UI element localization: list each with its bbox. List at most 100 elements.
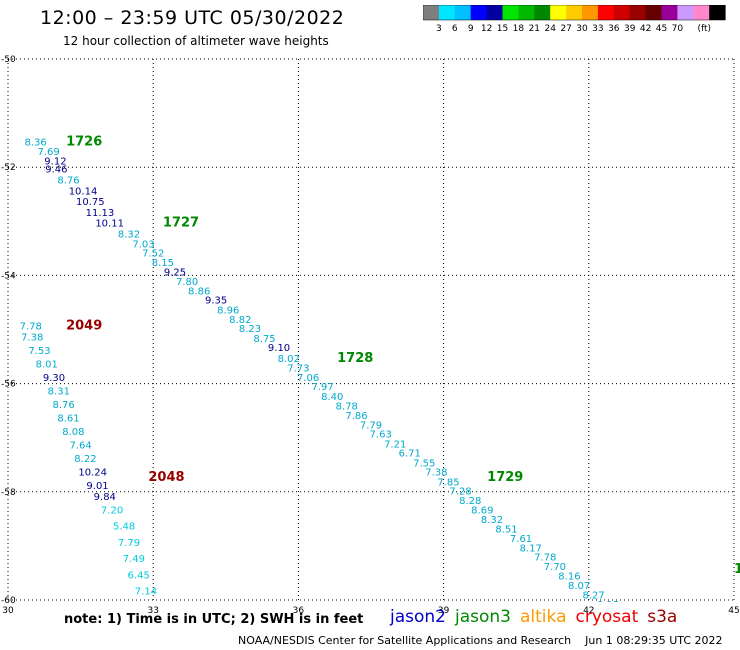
wave-height-point: 8.69 (471, 505, 493, 516)
data-layer: 8.367.699.129.468.7610.1410.7511.1310.11… (20, 135, 740, 646)
color-swatch (582, 5, 599, 20)
color-swatch (470, 5, 488, 20)
wave-height-point: 7.14 (135, 587, 157, 598)
wave-height-point: 9.30 (43, 373, 65, 384)
wave-height-point: 7.61 (510, 534, 532, 545)
legend-cryosat: cryosat (575, 607, 639, 627)
color-scale-label: 39 (624, 24, 636, 34)
wave-height-point: 7.38 (21, 332, 43, 343)
x-tick-label: 33 (147, 606, 158, 616)
pass-number-label: 2049 (66, 319, 102, 334)
x-tick-label: 30 (2, 606, 14, 616)
wave-height-point: 7.55 (413, 458, 435, 469)
color-scale-legend: 3 6 9 12 15 18 21 24 27 30 33 36 39 42 45 70 (ft) (423, 5, 726, 34)
color-swatch (550, 5, 567, 20)
wave-height-point: 8.08 (62, 427, 84, 438)
wave-height-point: 7.78 (20, 322, 42, 333)
wave-height-point: 7.06 (297, 373, 319, 384)
color-swatch (645, 5, 662, 20)
pass-number-label: 2048 (148, 470, 184, 485)
wave-height-point: 8.76 (57, 175, 79, 186)
wave-height-point: 8.31 (48, 386, 70, 397)
wave-height-point: 8.16 (558, 571, 580, 582)
y-tick-label: -52 (1, 163, 16, 173)
wave-height-point: 9.25 (164, 267, 186, 278)
wave-height-point: 7.78 (534, 553, 556, 564)
color-swatch (677, 5, 694, 20)
color-scale-label: 21 (529, 24, 540, 34)
color-scale-label: 42 (640, 24, 651, 34)
color-scale-label: 36 (608, 24, 620, 34)
color-swatch (709, 5, 726, 20)
wave-height-point: 8.32 (118, 230, 140, 241)
wave-height-point: 7.73 (287, 364, 309, 375)
wave-height-point: 10.11 (95, 219, 124, 230)
wave-height-point: 8.28 (459, 496, 481, 507)
wave-height-point: 7.28 (449, 487, 471, 498)
wave-height-point: 7.21 (384, 439, 406, 450)
credit-text: NOAA/NESDIS Center for Satellite Applica… (238, 634, 572, 647)
wave-height-point: 8.76 (53, 400, 75, 411)
credit-line: NOAA/NESDIS Center for Satellite Applica… (238, 634, 723, 647)
color-bar-border (423, 5, 726, 21)
wave-height-point: 7.63 (370, 430, 392, 441)
color-scale-label: 33 (592, 24, 603, 34)
wave-height-point: 9.10 (268, 343, 290, 354)
x-tick-label: 45 (728, 606, 739, 616)
wave-height-point: 8.07 (568, 581, 590, 592)
y-tick-label: -58 (1, 488, 16, 498)
wave-height-point: 8.40 (321, 392, 343, 403)
wave-height-point: 7.80 (176, 277, 198, 288)
color-scale-label: 12 (481, 24, 492, 34)
wave-height-point: 7.49 (123, 554, 145, 565)
wave-height-point: 7.64 (69, 441, 91, 452)
wave-height-point: 8.17 (520, 543, 542, 554)
color-scale-label: 30 (576, 24, 588, 34)
wave-height-point: 8.86 (188, 286, 210, 297)
color-scale-label: 3 (436, 24, 442, 34)
wave-height-point: 7.97 (311, 382, 333, 393)
wave-height-point: 7.79 (118, 538, 140, 549)
wave-height-point: 8.15 (597, 600, 619, 611)
color-swatch (613, 5, 631, 20)
wave-height-point: 8.22 (74, 454, 96, 465)
wave-height-point: 8.01 (36, 359, 58, 370)
wave-height-point: 6.45 (128, 570, 150, 581)
wave-height-point: 5.48 (113, 522, 135, 533)
wave-height-point: 8.61 (57, 413, 79, 424)
color-swatch (566, 5, 583, 20)
pass-number-label: 17 (734, 562, 740, 577)
color-scale-unit: (ft) (698, 24, 712, 34)
wave-height-point: 8.96 (217, 305, 239, 316)
color-swatch (693, 5, 710, 20)
wave-height-point: 7.96 (157, 635, 179, 646)
x-tick-label: 42 (583, 606, 594, 616)
color-scale-label: 45 (656, 24, 667, 34)
legend-jason2: jason2 (390, 607, 446, 627)
color-swatch (438, 5, 456, 20)
wave-height-point: 8.27 (583, 590, 605, 601)
wave-height-point: 8.51 (495, 524, 517, 535)
wave-height-point: 7.38 (425, 468, 447, 479)
color-swatch (629, 5, 647, 20)
color-swatch (534, 5, 551, 20)
color-scale-label: 18 (513, 24, 525, 34)
color-swatch (502, 5, 519, 20)
wave-height-point: 7.70 (544, 562, 566, 573)
color-swatch (518, 5, 535, 20)
wave-height-point: 9.35 (205, 296, 227, 307)
y-tick-label: -56 (1, 380, 16, 390)
wave-height-point: 10.75 (76, 197, 105, 208)
wave-height-point: 7.86 (345, 411, 367, 422)
color-scale-label: 9 (468, 24, 474, 34)
wave-height-point: 7.52 (142, 248, 164, 259)
color-scale-label: 27 (560, 24, 571, 34)
wave-height-point: 8.36 (24, 138, 46, 149)
wave-height-point: 6.71 (399, 449, 421, 460)
wave-height-point: 7.85 (437, 477, 459, 488)
wave-height-point: 7.79 (360, 421, 382, 432)
color-swatch (486, 5, 503, 20)
wave-height-point: 9.01 (86, 481, 108, 492)
